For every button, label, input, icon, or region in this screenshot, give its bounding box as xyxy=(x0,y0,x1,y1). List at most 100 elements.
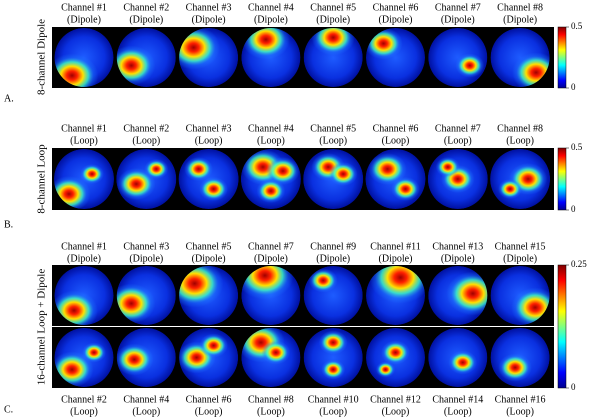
channel-name: Channel #10 xyxy=(308,394,359,405)
field-hotspot xyxy=(369,266,425,304)
field-map xyxy=(54,149,114,209)
channel-name: Channel #7 xyxy=(248,241,294,252)
field-hotspot xyxy=(368,153,407,185)
field-map xyxy=(303,149,364,209)
channel-kind: (Loop) xyxy=(132,135,160,146)
channel-kind: (Loop) xyxy=(382,406,410,417)
channel-name: Channel #7 xyxy=(435,2,481,13)
field-map xyxy=(303,266,363,325)
channel-name: Channel #3 xyxy=(186,2,232,13)
channel-name: Channel #6 xyxy=(373,123,419,134)
field-map xyxy=(116,328,176,387)
channel-kind: (Loop) xyxy=(70,406,98,417)
field-map xyxy=(427,149,488,209)
channel-kind: (Loop) xyxy=(132,406,160,417)
field-map xyxy=(179,328,239,387)
row-label: 8-channel Loop xyxy=(36,144,48,214)
colorbar xyxy=(557,147,567,211)
channel-name: Channel #2 xyxy=(123,123,169,134)
field-hotspot xyxy=(318,330,348,355)
field-map xyxy=(490,28,550,87)
channel-name: Channel #3 xyxy=(186,123,232,134)
channel-name: Channel #4 xyxy=(123,394,169,405)
colorbar-tick-label: 0.5 xyxy=(571,142,583,152)
field-map xyxy=(490,328,550,387)
field-hotspot xyxy=(498,179,523,199)
channel-kind: (Loop) xyxy=(195,135,223,146)
field-map xyxy=(428,28,488,87)
colorbar-tick-label: 0 xyxy=(571,382,576,392)
field-hotspot xyxy=(391,177,420,201)
channel-name: Channel #16 xyxy=(495,394,546,405)
channel-name: Channel #5 xyxy=(310,123,356,134)
field-base xyxy=(303,328,363,387)
field-map xyxy=(178,149,239,209)
channel-name: Channel #8 xyxy=(497,2,543,13)
field-hotspot xyxy=(328,162,358,186)
field-map xyxy=(241,28,301,87)
channel-kind: (Dipole) xyxy=(67,14,101,25)
field-map xyxy=(241,266,301,325)
field-map xyxy=(241,328,301,387)
panel-letter: A. xyxy=(4,93,14,104)
row-label: 8-channel Dipole xyxy=(36,19,48,95)
colorbar-tick-label: 0 xyxy=(571,204,576,214)
field-hotspot xyxy=(381,340,410,365)
panel-letter: B. xyxy=(4,219,13,230)
field-hotspot xyxy=(184,157,214,181)
channel-kind: (Loop) xyxy=(382,135,410,146)
field-hotspot xyxy=(80,164,104,184)
channel-name: Channel #1 xyxy=(61,2,107,13)
channel-kind: (Dipole) xyxy=(129,14,163,25)
field-hotspot xyxy=(241,28,290,60)
channel-kind: (Loop) xyxy=(257,406,285,417)
field-map xyxy=(490,149,551,209)
field-hotspot xyxy=(435,157,460,177)
field-hotspot xyxy=(321,359,346,380)
channel-kind: (Dipole) xyxy=(316,253,350,264)
channel-kind: (Loop) xyxy=(506,135,534,146)
channel-name: Channel #14 xyxy=(432,394,483,405)
channel-kind: (Dipole) xyxy=(254,253,288,264)
field-hotspot xyxy=(241,266,294,300)
field-map xyxy=(240,149,301,209)
channel-name: Channel #2 xyxy=(123,2,169,13)
channel-name: Channel #2 xyxy=(61,394,107,405)
field-hotspot xyxy=(375,361,396,378)
field-hotspot xyxy=(448,350,478,375)
channel-kind: (Loop) xyxy=(70,135,98,146)
colorbar-tick-label: 0.5 xyxy=(571,21,583,31)
colorbar xyxy=(557,26,567,89)
field-map xyxy=(366,328,425,387)
channel-kind: (Dipole) xyxy=(503,14,537,25)
channel-kind: (Dipole) xyxy=(316,14,350,25)
field-hotspot xyxy=(116,343,154,376)
channel-kind: (Loop) xyxy=(319,406,347,417)
field-hotspot xyxy=(199,333,229,358)
channel-name: Channel #4 xyxy=(248,123,294,134)
channel-kind: (Loop) xyxy=(195,406,223,417)
field-map xyxy=(303,328,363,387)
channel-name: Channel #1 xyxy=(61,123,107,134)
channel-name: Channel #15 xyxy=(495,241,546,252)
field-map xyxy=(365,149,426,209)
channel-kind: (Loop) xyxy=(506,406,534,417)
channel-name: Channel #8 xyxy=(497,123,543,134)
field-map xyxy=(366,266,425,325)
channel-kind: (Dipole) xyxy=(67,253,101,264)
channel-kind: (Dipole) xyxy=(503,253,537,264)
field-hotspot xyxy=(266,157,300,185)
field-hotspot xyxy=(455,53,485,78)
channel-name: Channel #8 xyxy=(248,394,294,405)
channel-name: Channel #4 xyxy=(248,2,294,13)
channel-kind: (Dipole) xyxy=(379,14,413,25)
row-label: 16-channel Loop + Dipole xyxy=(36,269,48,386)
channel-kind: (Loop) xyxy=(444,406,472,417)
channel-name: Channel #11 xyxy=(370,241,420,252)
channel-name: Channel #13 xyxy=(432,241,483,252)
channel-name: Channel #5 xyxy=(310,2,356,13)
channel-name: Channel #9 xyxy=(310,241,356,252)
channel-kind: (Dipole) xyxy=(379,253,413,264)
channel-kind: (Dipole) xyxy=(254,14,288,25)
